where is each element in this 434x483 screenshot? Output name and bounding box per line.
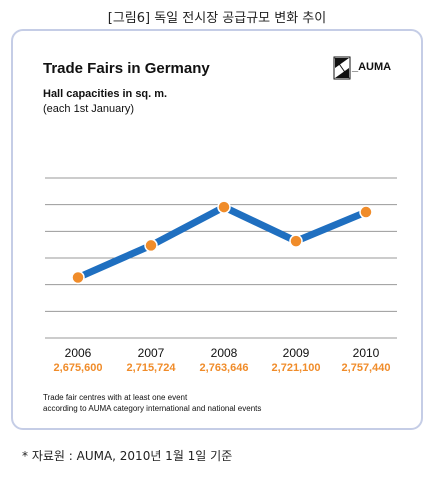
data-label: 2,721,100 (272, 362, 321, 374)
series-line (74, 203, 370, 282)
x-tick-label: 2008 (211, 346, 238, 360)
data-label: 2,757,440 (342, 362, 391, 374)
chart-frame (11, 29, 423, 430)
data-label: 2,763,646 (200, 362, 249, 374)
data-label: 2,675,600 (54, 362, 103, 374)
data-label: 2,715,724 (127, 362, 177, 374)
data-point (289, 234, 303, 248)
data-point (217, 200, 231, 214)
source-note: * 자료원 : AUMA, 2010년 1월 1일 기준 (22, 449, 233, 463)
auma-logo-icon (333, 56, 351, 80)
x-tick-label: 2006 (65, 346, 92, 360)
chart-subtitle: Hall capacities in sq. m. (43, 88, 168, 100)
chart-title: Trade Fairs in Germany (43, 60, 210, 77)
logo-text: _AUMA (352, 61, 392, 73)
data-point (359, 205, 373, 219)
data-point (144, 238, 158, 253)
x-tick-label: 2007 (138, 346, 165, 360)
data-point (71, 270, 85, 285)
chart-note-1: Trade fair centres with at least one eve… (43, 393, 188, 402)
x-tick-label: 2009 (283, 346, 310, 360)
chart-subtitle-2: (each 1st January) (43, 103, 135, 115)
chart-note-2: according to AUMA category international… (43, 404, 262, 413)
x-tick-label: 2010 (353, 346, 380, 360)
figure-caption: [그림6] 독일 전시장 공급규모 변화 추이 (107, 11, 327, 26)
